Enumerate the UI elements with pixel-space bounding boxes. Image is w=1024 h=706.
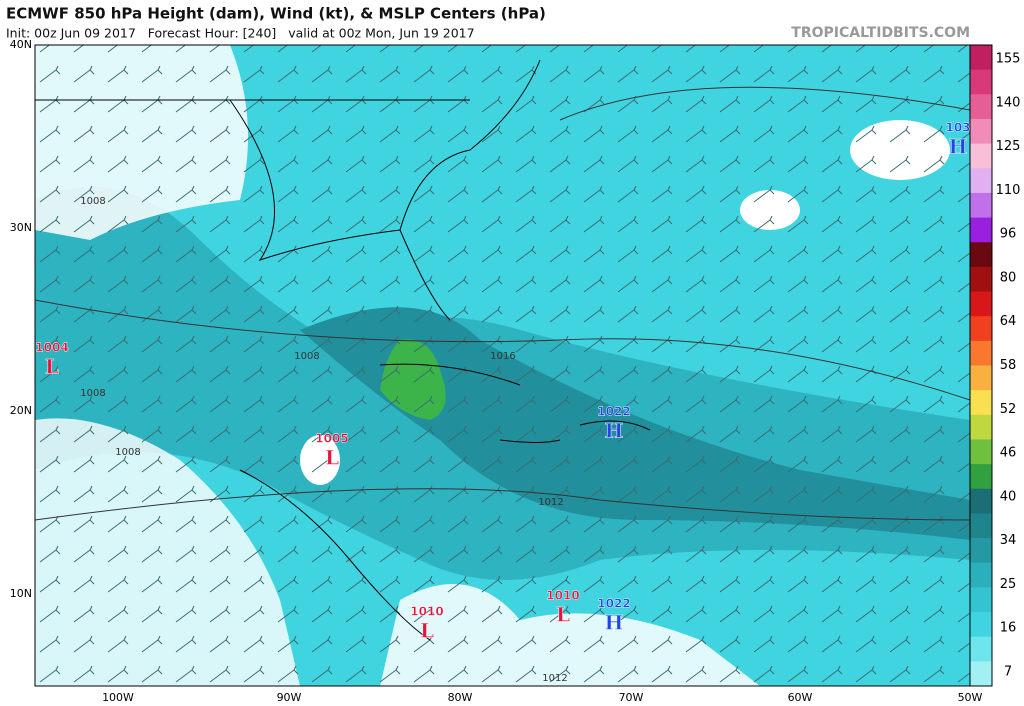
title: ECMWF 850 hPa Height (dam), Wind (kt), &…: [6, 5, 546, 23]
center-symbol: H: [605, 611, 624, 635]
colorbar-label: 25: [1000, 577, 1017, 592]
colorbar-label: 40: [1000, 489, 1017, 504]
colorbar-segment: [970, 143, 992, 169]
subtitle: Init: 00z Jun 09 2017 Forecast Hour: [24…: [6, 26, 475, 41]
center-symbol: H: [605, 419, 624, 443]
isobar-label: 1012: [538, 497, 563, 508]
colorbar-label: 34: [1000, 533, 1017, 548]
colorbar-segment: [970, 365, 992, 391]
isobar-label: 1008: [80, 388, 105, 399]
colorbar-label: 80: [1000, 270, 1017, 285]
center-pressure: 1004: [35, 341, 68, 355]
colorbar-segment: [970, 340, 992, 366]
center-symbol: L: [420, 619, 434, 643]
colorbar-label: 52: [1000, 402, 1017, 417]
center-pressure: 1010: [410, 605, 443, 619]
colorbar-segment: [970, 69, 992, 95]
colorbar-label: 155: [996, 52, 1021, 67]
colorbar-segment: [970, 242, 992, 268]
center-pressure: 1010: [546, 589, 579, 603]
center-symbol: L: [45, 355, 59, 379]
colorbar-segment: [970, 94, 992, 120]
colorbar-label: 16: [1000, 621, 1017, 636]
colorbar-segment: [970, 291, 992, 317]
colorbar-segment: [970, 488, 992, 514]
lon-label: 50W: [958, 691, 983, 704]
lon-label: 90W: [277, 691, 302, 704]
center-symbol: H: [949, 135, 968, 159]
colorbar-label: 96: [1000, 227, 1017, 242]
colorbar-segment: [970, 636, 992, 662]
colorbar-segment: [970, 118, 992, 145]
colorbar-label: 140: [996, 95, 1021, 110]
lat-label: 10N: [10, 587, 32, 600]
colorbar-segment: [970, 45, 992, 71]
lat-label: 20N: [10, 404, 32, 417]
center-pressure: 1022: [597, 597, 630, 611]
colorbar-label: 46: [1000, 446, 1017, 461]
lon-label: 60W: [788, 691, 813, 704]
colorbar-label: 125: [996, 139, 1021, 154]
map: [35, 45, 970, 686]
colorbar-label: 7: [1004, 665, 1012, 680]
isobar-label: 1016: [490, 351, 515, 362]
colorbar-label: 64: [1000, 314, 1017, 329]
colorbar-frame: [969, 44, 993, 687]
colorbar-label: 110: [996, 183, 1021, 198]
center-symbol: L: [556, 603, 570, 627]
colorbar-segment: [970, 266, 992, 293]
isobar-label: 1008: [80, 196, 105, 207]
colorbar-segment: [970, 217, 992, 243]
colorbar-segment: [970, 538, 992, 564]
isobar-label: 1008: [294, 351, 319, 362]
lat-label: 30N: [10, 221, 32, 234]
center-pressure: 1005: [315, 432, 348, 446]
colorbar-segment: [970, 192, 992, 219]
colorbar: 155 140 125 110 96 80 64 58 52 46 40 34 25 16 7: [969, 44, 1021, 687]
colorbar-segment: [970, 439, 992, 465]
colorbar-segment: [970, 390, 992, 416]
center-pressure: 103: [945, 121, 970, 135]
lon-label: 100W: [102, 691, 134, 704]
colorbar-segment: [970, 587, 992, 613]
center-pressure: 1022: [597, 405, 630, 419]
colorbar-segment: [970, 661, 992, 687]
colorbar-segment: [970, 464, 992, 490]
lat-label: 40N: [10, 38, 32, 51]
site-label: TROPICALTIDBITS.COM: [791, 25, 970, 41]
lon-label: 80W: [448, 691, 473, 704]
lon-label: 70W: [619, 691, 644, 704]
colorbar-segment: [970, 168, 992, 194]
colorbar-segment: [970, 612, 992, 638]
colorbar-label: 58: [1000, 358, 1017, 373]
colorbar-segment: [970, 562, 992, 588]
colorbar-segment: [970, 414, 992, 440]
colorbar-segment: [970, 513, 992, 539]
colorbar-segment: [970, 316, 992, 342]
center-symbol: L: [325, 446, 339, 470]
isobar-label: 1012: [542, 673, 567, 684]
isobar-label: 1008: [115, 447, 140, 458]
